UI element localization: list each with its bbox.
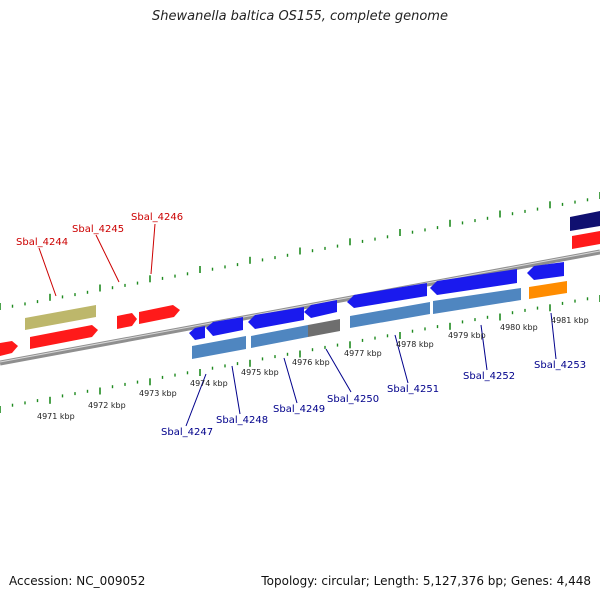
- topology-text: Topology: circular; Length: 5,127,376 bp…: [261, 574, 591, 588]
- kbp-label: 4980 kbp: [500, 323, 538, 332]
- kbp-label: 4978 kbp: [396, 340, 434, 349]
- gene-feature[interactable]: [117, 313, 137, 329]
- gene-feature[interactable]: [308, 319, 340, 337]
- gene-feature[interactable]: [25, 305, 96, 330]
- gene-label[interactable]: Sbal_4244: [16, 237, 68, 248]
- callout-lines: [38, 223, 557, 427]
- gene-features: [0, 211, 600, 359]
- gene-feature[interactable]: [570, 211, 600, 231]
- gene-feature[interactable]: [30, 325, 98, 349]
- gene-label[interactable]: Sbal_4251: [387, 384, 439, 395]
- kbp-label: 4981 kbp: [551, 316, 589, 325]
- gene-feature[interactable]: [304, 300, 337, 318]
- gene-feature[interactable]: [347, 283, 427, 308]
- gene-feature[interactable]: [192, 336, 246, 359]
- gene-labels-reverse: Sbal_4247 Sbal_4248 Sbal_4249 Sbal_4250 …: [161, 360, 586, 438]
- gene-label[interactable]: Sbal_4247: [161, 427, 213, 438]
- kbp-label: 4973 kbp: [139, 389, 177, 398]
- kbp-label: 4977 kbp: [344, 349, 382, 358]
- accession-text: Accession: NC_009052: [9, 574, 146, 588]
- reverse-scale-ticks: [0, 295, 600, 413]
- gene-feature[interactable]: [189, 326, 205, 340]
- map-title: Shewanella baltica OS155, complete genom…: [152, 9, 448, 24]
- gene-feature[interactable]: [430, 269, 517, 295]
- gene-feature[interactable]: [251, 325, 308, 348]
- gene-labels-forward: Sbal_4244 Sbal_4245 Sbal_4246: [16, 212, 183, 248]
- gene-label[interactable]: Sbal_4245: [72, 224, 124, 235]
- gene-label[interactable]: Sbal_4252: [463, 371, 515, 382]
- kbp-label: 4971 kbp: [37, 412, 75, 421]
- gene-feature[interactable]: [433, 288, 521, 314]
- gene-feature[interactable]: [139, 305, 180, 324]
- gene-label[interactable]: Sbal_4246: [131, 212, 183, 223]
- gene-feature[interactable]: [529, 281, 567, 299]
- gene-feature[interactable]: [248, 307, 304, 329]
- gene-label[interactable]: Sbal_4248: [216, 415, 268, 426]
- gene-label[interactable]: Sbal_4249: [273, 404, 325, 415]
- gene-feature[interactable]: [206, 317, 243, 336]
- gene-label[interactable]: Sbal_4250: [327, 394, 379, 405]
- kbp-label: 4972 kbp: [88, 401, 126, 410]
- gene-label[interactable]: Sbal_4253: [534, 360, 586, 371]
- kbp-label: 4974 kbp: [190, 379, 228, 388]
- kbp-label: 4975 kbp: [241, 368, 279, 377]
- genome-backbone: [0, 249, 600, 366]
- kbp-label: 4979 kbp: [448, 331, 486, 340]
- kbp-label: 4976 kbp: [292, 358, 330, 367]
- gene-feature[interactable]: [572, 231, 600, 249]
- gene-feature[interactable]: [527, 262, 564, 280]
- gene-feature[interactable]: [0, 341, 18, 356]
- forward-scale-ticks: [0, 192, 600, 310]
- kbp-scale-labels: 4971 kbp 4972 kbp 4973 kbp 4974 kbp 4975…: [37, 316, 589, 421]
- gene-feature[interactable]: [350, 302, 430, 328]
